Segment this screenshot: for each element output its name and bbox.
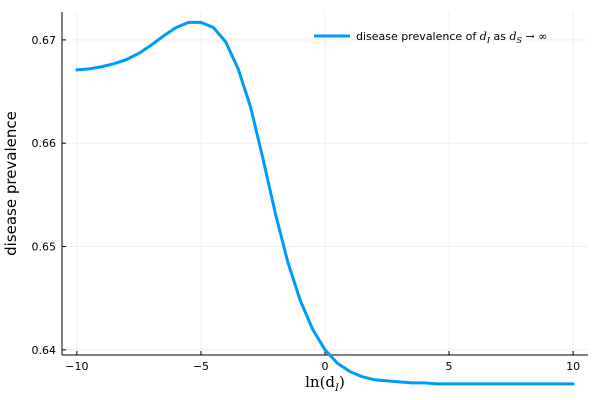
y-tick-label: 0.66	[32, 137, 57, 150]
ticks: −10 −5 0 5 10 0.64 0.65 0.66 0.67	[32, 34, 581, 373]
x-axis-title-main: ln(d	[305, 373, 335, 391]
x-axis-title-sub: I	[334, 383, 340, 394]
y-tick-label: 0.67	[32, 34, 57, 47]
series-line	[75, 20, 575, 386]
y-tick-label: 0.64	[32, 344, 57, 357]
legend-label: disease prevalence of dI as dS → ∞	[356, 30, 547, 45]
x-axis-title-close: )	[339, 373, 345, 391]
x-tick-label: 10	[566, 360, 580, 373]
legend-label-sub-i: I	[486, 36, 491, 45]
x-tick-label: −10	[65, 360, 88, 373]
x-tick-label: −5	[193, 360, 209, 373]
legend-label-text: disease prevalence of	[356, 30, 480, 43]
legend-label-d-i: d	[480, 30, 487, 43]
legend-label-d-s: d	[509, 30, 516, 43]
grid	[62, 12, 588, 355]
x-tick-label: 0	[322, 360, 329, 373]
x-axis-title: ln(dI)	[305, 373, 345, 394]
legend: disease prevalence of dI as dS → ∞	[314, 30, 547, 45]
y-tick-label: 0.65	[32, 241, 57, 254]
legend-label-arrow: → ∞	[522, 30, 547, 43]
legend-label-sub-s: S	[517, 36, 523, 45]
series	[75, 20, 575, 386]
y-axis-title: disease prevalence	[2, 111, 20, 256]
legend-label-as: as	[490, 30, 509, 43]
x-tick-label: 5	[446, 360, 453, 373]
